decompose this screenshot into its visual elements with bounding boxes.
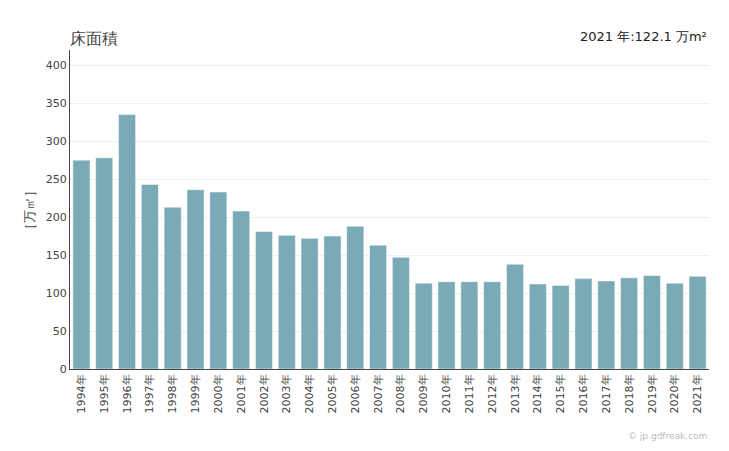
svg-text:2011年: 2011年 (463, 374, 476, 413)
svg-text:2012年: 2012年 (486, 374, 499, 413)
svg-text:250: 250 (46, 173, 67, 186)
svg-text:2001年: 2001年 (235, 374, 248, 413)
svg-text:50: 50 (53, 325, 67, 338)
svg-text:2016年: 2016年 (577, 374, 590, 413)
svg-text:2021 年:122.1 万m²: 2021 年:122.1 万m² (580, 29, 707, 44)
svg-text:300: 300 (46, 135, 67, 148)
svg-text:0: 0 (60, 363, 67, 376)
svg-text:2014年: 2014年 (531, 374, 544, 413)
svg-text:2020年: 2020年 (668, 374, 681, 413)
svg-text:2021年: 2021年 (691, 374, 704, 413)
svg-text:［万㎡］: ［万㎡］ (22, 184, 37, 236)
svg-text:1998年: 1998年 (166, 374, 179, 413)
svg-text:150: 150 (46, 249, 67, 262)
svg-text:床面積: 床面積 (70, 29, 118, 48)
svg-text:350: 350 (46, 97, 67, 110)
svg-text:200: 200 (46, 211, 67, 224)
svg-text:2013年: 2013年 (509, 374, 522, 413)
svg-text:2004年: 2004年 (303, 374, 316, 413)
svg-text:1994年: 1994年 (75, 374, 88, 413)
svg-text:1999年: 1999年 (189, 374, 202, 413)
svg-text:2005年: 2005年 (326, 374, 339, 413)
svg-text:2019年: 2019年 (646, 374, 659, 413)
svg-text:1996年: 1996年 (121, 374, 134, 413)
svg-text:1995年: 1995年 (98, 374, 111, 413)
svg-text:© jp.gdfreak.com: © jp.gdfreak.com (628, 431, 707, 441)
svg-text:2007年: 2007年 (372, 374, 385, 413)
svg-text:2002年: 2002年 (258, 374, 271, 413)
svg-text:2000年: 2000年 (212, 374, 225, 413)
svg-text:2015年: 2015年 (554, 374, 567, 413)
svg-text:1997年: 1997年 (143, 374, 156, 413)
svg-text:2006年: 2006年 (349, 374, 362, 413)
svg-text:2003年: 2003年 (280, 374, 293, 413)
svg-text:2009年: 2009年 (417, 374, 430, 413)
svg-text:2010年: 2010年 (440, 374, 453, 413)
svg-text:2017年: 2017年 (600, 374, 613, 413)
svg-text:400: 400 (46, 59, 67, 72)
svg-text:2018年: 2018年 (623, 374, 636, 413)
svg-text:2008年: 2008年 (394, 374, 407, 413)
svg-text:100: 100 (46, 287, 67, 300)
